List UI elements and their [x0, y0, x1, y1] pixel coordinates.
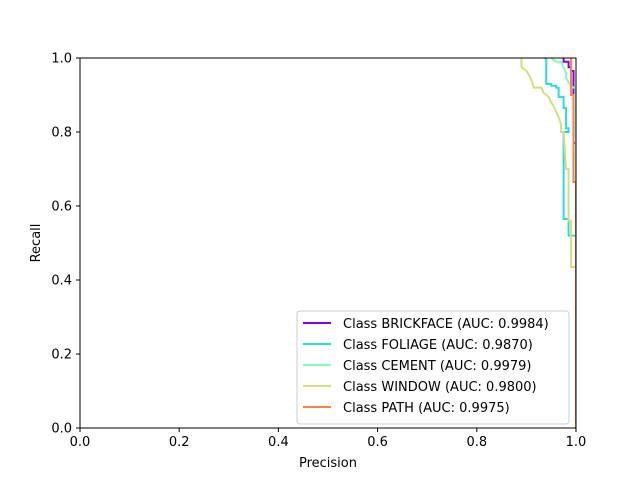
series-line-3 [520, 58, 576, 428]
legend: Class BRICKFACE (AUC: 0.9984) Class FOLIA… [296, 310, 570, 425]
plot-frame [79, 57, 577, 429]
x-tick-label: 0.8 [466, 435, 487, 450]
legend-label: Class FOLIAGE (AUC: 0.9870) [343, 338, 533, 353]
y-axis-ticks: 0.0 0.2 0.4 0.6 0.8 1.0 [51, 52, 80, 437]
series-line-2 [550, 58, 576, 428]
x-tick-label: 1.0 [566, 435, 587, 450]
legend-label: Class WINDOW (AUC: 0.9800) [343, 380, 537, 395]
y-tick-label: 0.8 [51, 126, 72, 141]
legend-label: Class PATH (AUC: 0.9975) [343, 401, 510, 416]
x-axis-label: Precision [299, 456, 357, 471]
x-tick-label: 0.4 [268, 435, 289, 450]
y-tick-label: 0.2 [51, 348, 72, 363]
y-tick-label: 0.4 [51, 274, 72, 289]
series-line-1 [543, 58, 576, 428]
legend-label: Class BRICKFACE (AUC: 0.9984) [343, 317, 549, 332]
y-tick-label: 0.6 [51, 200, 72, 215]
legend-box [296, 310, 570, 425]
y-axis-label: Recall [29, 224, 44, 263]
y-tick-label: 0.0 [51, 422, 72, 437]
x-tick-label: 0.6 [367, 435, 388, 450]
legend-label: Class CEMENT (AUC: 0.9979) [343, 359, 531, 374]
y-tick-label: 1.0 [51, 52, 72, 67]
series-layer [520, 58, 576, 428]
x-tick-label: 0.0 [70, 435, 91, 450]
series-line-4 [570, 58, 576, 428]
x-axis-ticks: 0.0 0.2 0.4 0.6 0.8 1.0 [70, 428, 587, 450]
x-tick-label: 0.2 [169, 435, 190, 450]
